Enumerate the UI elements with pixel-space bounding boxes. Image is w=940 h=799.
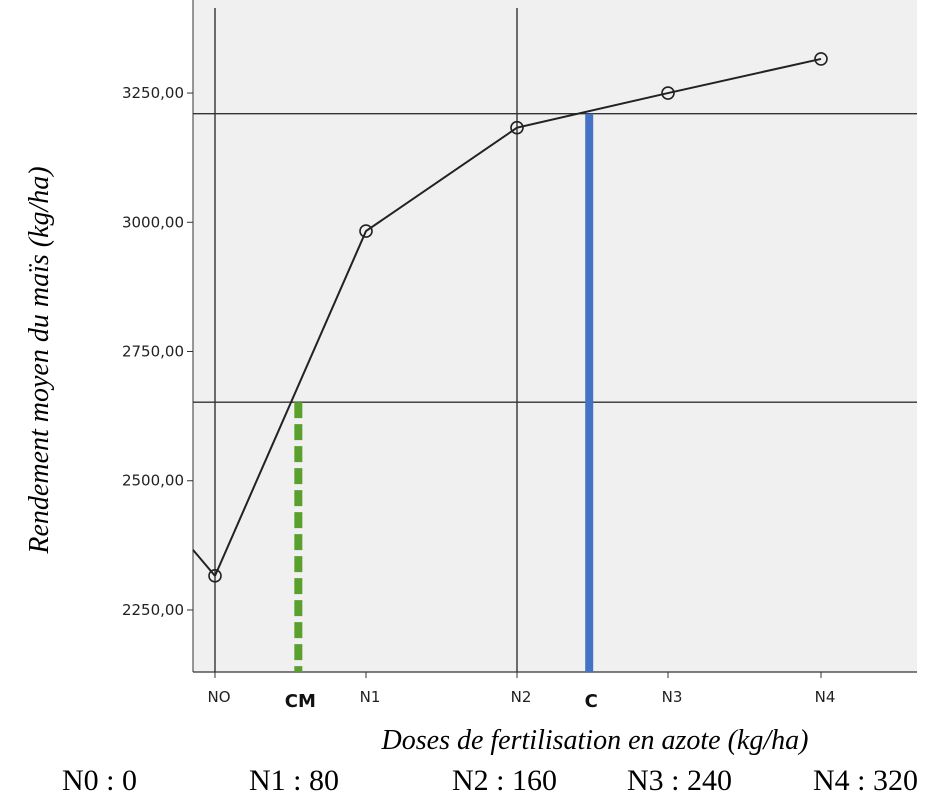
reference-lines <box>193 8 917 672</box>
data-point <box>814 52 828 66</box>
x-tick-label: N4 <box>815 688 836 706</box>
x-axis: NO N1 N2 N3 N4 <box>193 671 917 706</box>
x-tick-label: N1 <box>360 688 381 706</box>
dose-legend-n3: N3 : 240 <box>627 764 732 797</box>
data-point <box>208 569 222 583</box>
y-axis: 2250,00 2500,00 2750,00 3000,00 3250,00 <box>122 0 194 672</box>
y-tick-label: 3250,00 <box>122 84 184 102</box>
x-tick-label: NO <box>207 688 230 706</box>
yield-series <box>192 52 828 583</box>
dose-legend-n4: N4 : 320 <box>813 764 918 797</box>
x-axis-title: Doses de fertilisation en azote (kg/ha) <box>381 725 809 756</box>
dose-legend: N0 : 0 N1 : 80 N2 : 160 N3 : 240 N4 : 32… <box>62 764 918 797</box>
y-tick-label: 2750,00 <box>122 343 184 361</box>
y-tick-label: 2500,00 <box>122 472 184 490</box>
data-point <box>661 86 675 100</box>
dose-legend-n0: N0 : 0 <box>62 764 137 797</box>
data-point <box>510 120 524 135</box>
threshold-label-c: C <box>585 691 598 712</box>
y-tick-label: 2250,00 <box>122 601 184 619</box>
threshold-label-cm: CM <box>285 691 316 712</box>
dose-legend-n2: N2 : 160 <box>452 764 557 797</box>
dose-legend-n1: N1 : 80 <box>249 764 339 797</box>
plot-area <box>193 0 917 672</box>
y-axis-title: Rendement moyen du maïs (kg/ha) <box>24 166 55 554</box>
series-line <box>214 57 822 577</box>
x-tick-label: N3 <box>662 688 683 706</box>
y-tick-label: 3000,00 <box>122 213 184 231</box>
threshold-markers: CM C <box>285 113 598 712</box>
data-point <box>359 224 373 238</box>
x-tick-label: N2 <box>511 688 532 706</box>
